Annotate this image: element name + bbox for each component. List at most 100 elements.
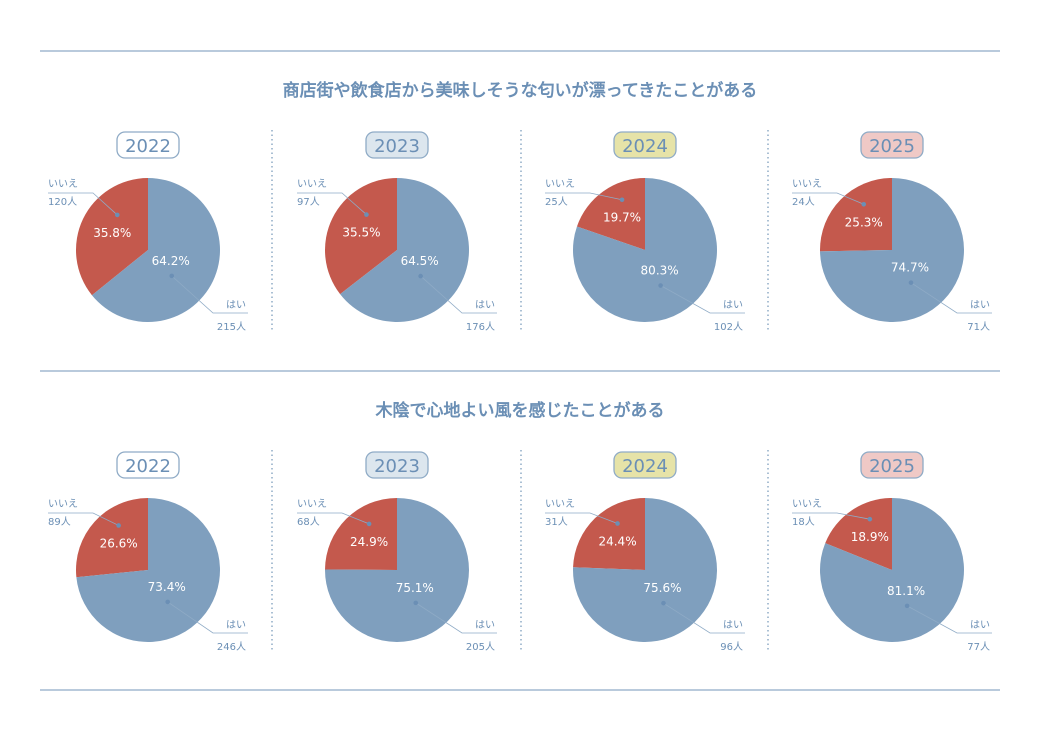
section-title: 商店街や飲食店から美味しそうな匂いが漂ってきたことがある	[283, 80, 758, 101]
leader-line-no	[792, 512, 870, 520]
count-yes: 215人	[217, 321, 246, 333]
year-badge	[613, 451, 677, 479]
legend-label-no: いいえ	[792, 178, 822, 190]
percent-label-yes: 64.2%	[152, 254, 190, 268]
slice-no	[325, 178, 397, 295]
leader-dot-yes	[661, 600, 666, 606]
count-yes: 102人	[714, 321, 743, 333]
leader-line-no	[297, 192, 367, 215]
leader-line-yes	[660, 285, 745, 314]
legend-label-no: いいえ	[545, 498, 575, 510]
year-label: 2023	[374, 136, 420, 157]
year-badge	[116, 131, 180, 159]
percent-label-no: 35.8%	[93, 226, 131, 240]
leader-dot-yes	[165, 599, 170, 605]
slice-no	[820, 178, 892, 252]
year-label: 2022	[125, 456, 171, 477]
count-no: 25人	[545, 196, 568, 208]
leader-line-yes	[420, 275, 497, 314]
percent-label-yes: 64.5%	[401, 254, 439, 268]
legend-label-no: いいえ	[792, 498, 822, 510]
percent-label-yes: 75.6%	[643, 581, 681, 595]
year-label: 2022	[125, 136, 171, 157]
year-badge	[365, 451, 429, 479]
count-yes: 246人	[217, 641, 246, 653]
year-label: 2025	[869, 456, 915, 477]
count-no: 89人	[48, 516, 71, 528]
legend-label-no: いいえ	[48, 178, 78, 190]
legend-label-yes: はい	[475, 619, 495, 631]
leader-dot-no	[116, 523, 121, 528]
leader-dot-yes	[658, 283, 663, 288]
legend-label-no: いいえ	[48, 498, 78, 510]
leader-line-no	[545, 512, 618, 524]
count-yes: 96人	[720, 641, 743, 653]
pie-chart-2025: 2025 25.3% いいえ 24人 74.7% はい 71人	[792, 131, 992, 333]
legend-label-yes: はい	[475, 299, 495, 311]
slice-yes	[325, 498, 469, 642]
leader-dot-no	[867, 516, 873, 522]
percent-label-yes: 73.4%	[148, 580, 186, 594]
percent-label-yes: 75.1%	[396, 581, 434, 595]
year-label: 2024	[622, 456, 668, 477]
legend-label-yes: はい	[226, 619, 246, 631]
year-badge	[860, 451, 924, 479]
legend-label-yes: はい	[970, 299, 990, 311]
percent-label-no: 19.7%	[603, 211, 641, 225]
year-badge	[116, 451, 180, 479]
slice-no	[325, 498, 397, 570]
leader-dot-yes	[413, 600, 419, 606]
legend-label-yes: はい	[723, 299, 743, 311]
leader-line-no	[545, 192, 623, 201]
leader-line-no	[48, 512, 119, 526]
legend-label-no: いいえ	[297, 178, 327, 190]
count-yes: 176人	[466, 321, 495, 333]
leader-dot-no	[364, 212, 369, 217]
leader-dot-yes	[908, 280, 914, 285]
pie-chart-2024: 2024 24.4% いいえ 31人 75.6% はい 96人	[545, 451, 745, 653]
slice-no	[75, 498, 148, 578]
percent-label-no: 24.9%	[350, 535, 388, 549]
slice-yes	[91, 178, 220, 323]
year-badge	[365, 131, 429, 159]
legend-label-no: いいえ	[545, 178, 575, 190]
pie-chart-2024: 2024 19.7% いいえ 25人 80.3% はい 102人	[545, 131, 745, 333]
leader-dot-yes	[169, 273, 175, 279]
percent-label-no: 25.3%	[845, 215, 883, 229]
leader-line-yes	[167, 601, 248, 634]
count-no: 31人	[545, 516, 568, 528]
percent-label-no: 18.9%	[851, 530, 889, 544]
count-no: 120人	[48, 196, 77, 208]
leader-line-yes	[910, 282, 992, 314]
leader-dot-no	[366, 521, 372, 527]
pie-chart-2022: 2022 26.6% いいえ 89人 73.4% はい 246人	[48, 451, 248, 653]
percent-label-yes: 74.7%	[891, 261, 929, 275]
legend-label-yes: はい	[226, 299, 246, 311]
leader-line-yes	[171, 275, 248, 314]
leader-dot-no	[861, 201, 867, 207]
leader-dot-yes	[904, 603, 910, 609]
pie-chart-2023: 2023 24.9% いいえ 68人 75.1% はい 205人	[297, 451, 497, 653]
pie-chart-2023: 2023 35.5% いいえ 97人 64.5% はい 176人	[297, 131, 497, 333]
count-yes: 71人	[967, 321, 990, 333]
slice-yes	[820, 498, 965, 642]
legend-label-yes: はい	[970, 619, 990, 631]
leader-dot-no	[114, 212, 120, 218]
count-no: 97人	[297, 196, 320, 208]
legend-label-yes: はい	[723, 619, 743, 631]
percent-label-no: 26.6%	[100, 536, 138, 550]
slice-yes	[820, 178, 965, 322]
count-yes: 205人	[466, 641, 495, 653]
slice-yes	[573, 498, 717, 642]
leader-dot-yes	[418, 273, 423, 279]
slice-yes	[572, 178, 717, 322]
leader-line-yes	[663, 602, 745, 634]
leader-dot-no	[619, 197, 625, 203]
percent-label-no: 35.5%	[342, 226, 380, 240]
percent-label-yes: 81.1%	[887, 584, 925, 598]
percent-label-yes: 80.3%	[641, 264, 679, 278]
count-no: 68人	[297, 516, 320, 528]
slice-no	[576, 178, 645, 250]
